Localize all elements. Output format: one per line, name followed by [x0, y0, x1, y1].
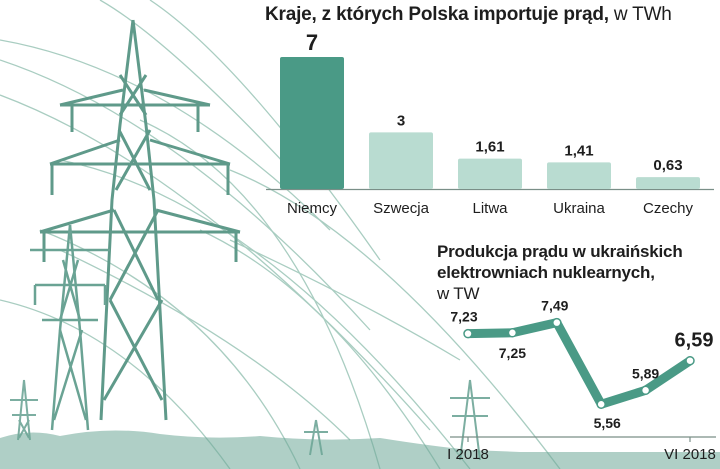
- bar-chart-unit: w TWh: [613, 4, 672, 25]
- data-point: [596, 399, 606, 409]
- data-point: [685, 355, 695, 366]
- bar-litwa: [458, 158, 522, 189]
- line-chart-title: Produkcja prądu w ukraińskich elektrowni…: [437, 241, 717, 304]
- line-chart-unit: w TW: [437, 284, 480, 303]
- meadow-silhouette: [0, 430, 720, 469]
- point-value-label: 6,59: [675, 330, 714, 352]
- bar-category-label: Czechy: [643, 200, 694, 217]
- production-line: [463, 318, 695, 409]
- x-axis-label-end: VI 2018: [664, 446, 716, 463]
- point-value-label: 7,23: [450, 309, 477, 325]
- bar-category-label: Szwecja: [373, 200, 430, 217]
- bar-category-label: Litwa: [472, 200, 508, 217]
- bar-value-label: 1,41: [564, 142, 593, 159]
- bar-value-label: 7: [306, 30, 318, 55]
- bar-szwecja: [369, 132, 433, 189]
- pylon-large-insulators: [42, 105, 238, 262]
- point-value-label: 5,89: [632, 365, 659, 381]
- line-chart-title-line-2-text: elektrowniach nuklearnych,: [437, 263, 655, 282]
- bar-ukraina: [547, 162, 611, 189]
- bar-niemcy: [280, 57, 344, 189]
- pylon-medium: [30, 224, 110, 431]
- bar-value-label: 1,61: [475, 139, 504, 156]
- bar-category-label: Niemcy: [287, 200, 338, 217]
- point-value-label: 7,49: [541, 298, 568, 314]
- pylon-small: [10, 379, 490, 461]
- point-value-label: 5,56: [594, 415, 621, 431]
- line-chart-title-line-1: Produkcja prądu w ukraińskich: [437, 242, 683, 261]
- x-axis-label-start: I 2018: [447, 446, 489, 463]
- bar-chart-title-text: Kraje, z których Polska importuje prąd,: [265, 4, 609, 25]
- point-value-label: 7,25: [499, 345, 526, 361]
- data-point: [552, 317, 562, 328]
- bar-czechy: [636, 177, 700, 189]
- data-point: [507, 328, 518, 338]
- data-point: [640, 385, 651, 396]
- bar-chart-title: Kraje, z których Polska importuje prąd, …: [265, 4, 715, 26]
- bar-value-label: 0,63: [653, 157, 682, 174]
- pylon-large: [39, 19, 241, 421]
- data-point: [463, 328, 473, 339]
- bar-value-label: 3: [397, 112, 405, 129]
- line-chart-title-line-2: elektrowniach nuklearnych, w TW: [437, 262, 717, 304]
- bar-category-label: Ukraina: [553, 200, 605, 217]
